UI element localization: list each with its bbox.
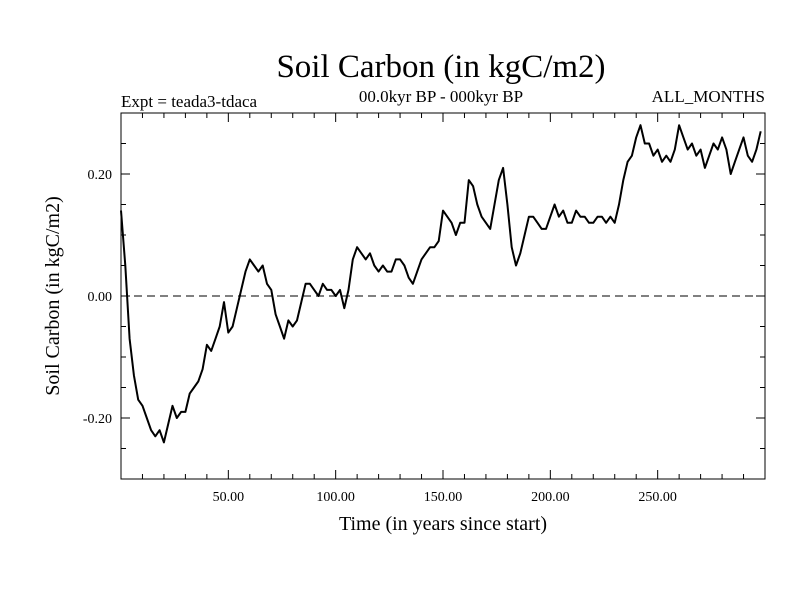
soil-carbon-series-line xyxy=(120,124,762,444)
x-tick-label: 50.00 xyxy=(213,490,245,505)
x-tick-label: 200.00 xyxy=(531,490,570,505)
y-tick-label: -0.20 xyxy=(83,412,112,427)
period-label: 00.0kyr BP - 000kyr BP xyxy=(359,87,523,106)
y-tick-label: 0.00 xyxy=(88,290,113,305)
x-axis-label: Time (in years since start) xyxy=(339,513,547,535)
chart-title: Soil Carbon (in kgC/m2) xyxy=(276,49,605,85)
y-axis-label: Soil Carbon (in kgC/m2) xyxy=(42,196,64,395)
x-tick-label: 250.00 xyxy=(638,490,677,505)
months-label: ALL_MONTHS xyxy=(652,87,765,106)
y-tick-label: 0.20 xyxy=(88,168,113,183)
experiment-label: Expt = teada3-tdaca xyxy=(121,92,258,111)
x-tick-marks xyxy=(141,113,745,479)
x-tick-label: 150.00 xyxy=(424,490,463,505)
y-tick-labels: -0.20 0.00 0.20 xyxy=(83,168,112,427)
x-tick-label: 100.00 xyxy=(316,490,355,505)
x-tick-labels: 50.00 100.00 150.00 200.00 250.00 xyxy=(213,490,677,505)
